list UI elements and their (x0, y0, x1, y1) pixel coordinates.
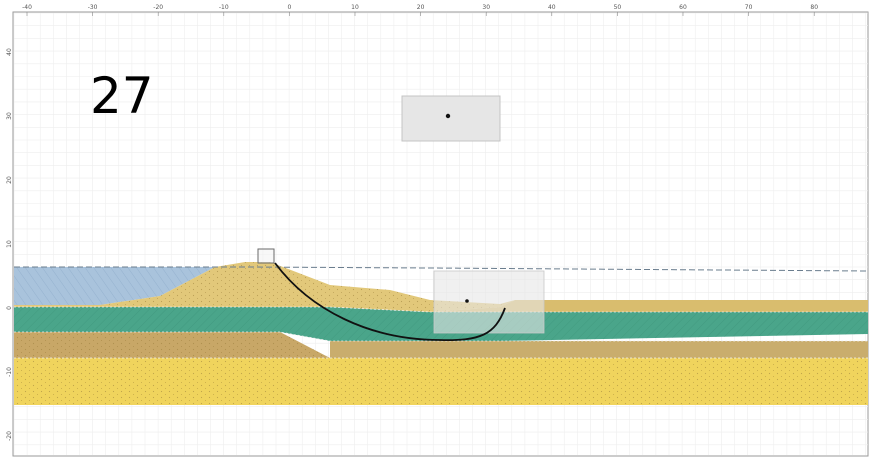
x-tick-label: 10 (351, 4, 359, 11)
x-axis-ticks: -40 -30 -20 -10 0 10 20 30 40 50 60 70 80 (22, 4, 818, 16)
x-tick-label: -10 (219, 4, 229, 11)
x-tick-label: 40 (548, 4, 556, 11)
overlay-number: 27 (90, 67, 154, 125)
x-tick-label: -30 (88, 4, 98, 11)
x-tick-label: 0 (287, 4, 291, 11)
slip-circle-center-point (445, 113, 451, 119)
x-tick-label: 20 (417, 4, 425, 11)
boundary-line (14, 306, 868, 313)
boundary-line (14, 331, 868, 342)
phreatic-line (14, 266, 869, 272)
y-tick-label: 0 (6, 306, 13, 310)
x-tick-label: -20 (153, 4, 163, 11)
x-tick-label: 60 (679, 4, 687, 11)
exit-point-box (433, 270, 545, 334)
y-tick-label: -20 (6, 431, 13, 441)
x-tick-label: 80 (810, 4, 818, 11)
peat-layer-right (330, 341, 868, 358)
y-tick-label: 40 (6, 48, 13, 56)
slip-surface-curve (274, 262, 506, 341)
entry-point-box (257, 248, 275, 264)
x-tick-label: 50 (614, 4, 622, 11)
y-axis-ticks: 40 30 20 10 0 -10 -20 (6, 48, 13, 441)
exit-marker-point (465, 299, 469, 303)
y-tick-label: 30 (6, 112, 13, 120)
y-tick-label: 20 (6, 176, 13, 184)
y-tick-label: -10 (6, 367, 13, 377)
y-tick-label: 10 (6, 240, 13, 248)
x-tick-label: 70 (745, 4, 753, 11)
x-tick-label: 30 (482, 4, 490, 11)
slip-circle-center-grid (401, 95, 501, 142)
x-tick-label: -40 (22, 4, 32, 11)
